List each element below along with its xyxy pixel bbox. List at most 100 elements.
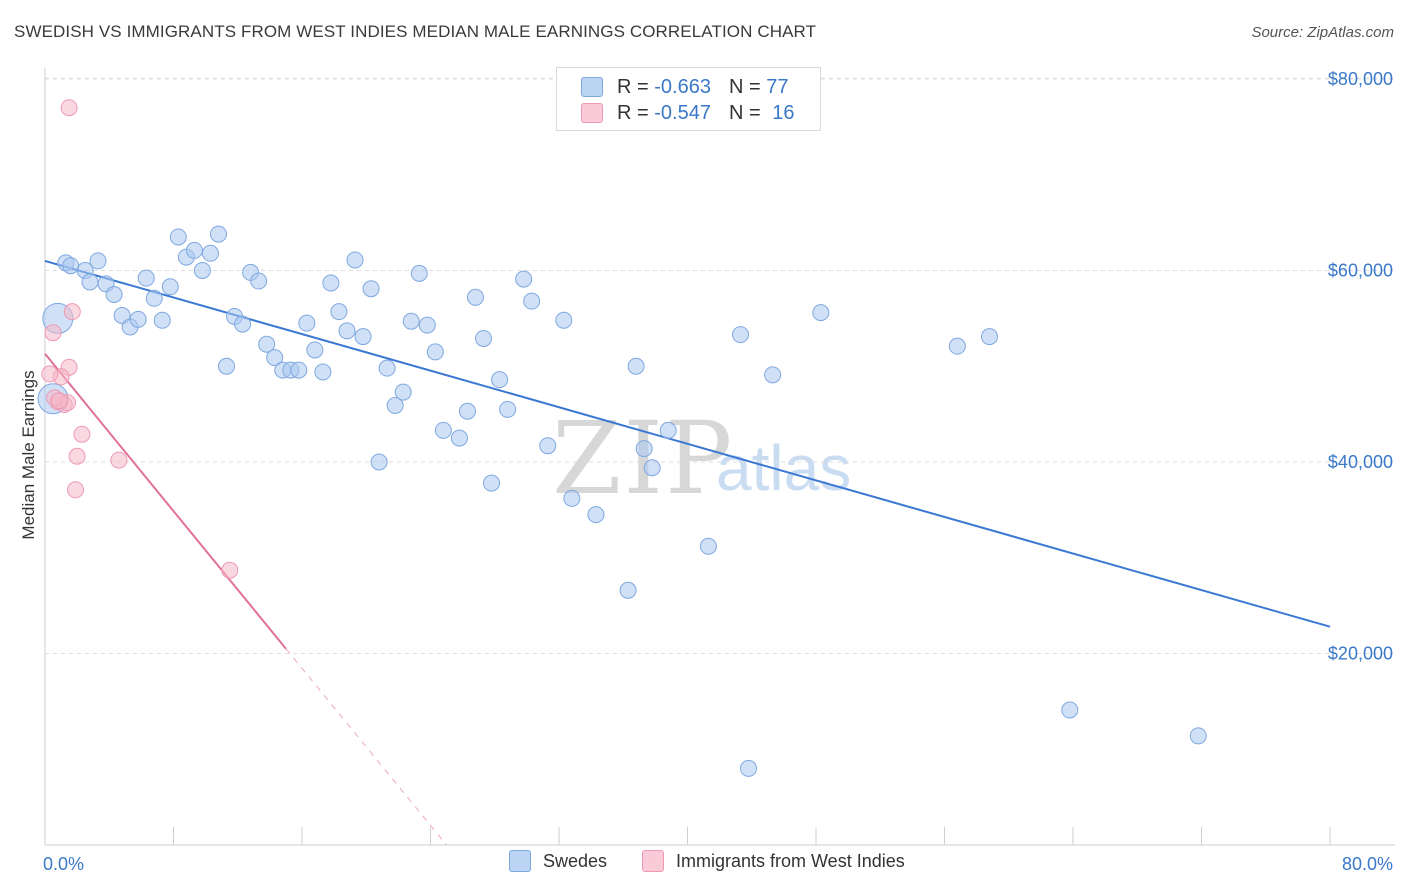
watermark: ZIP atlas: [552, 400, 851, 517]
point-swedes: [483, 474, 501, 492]
r-value-swedes: -0.663: [654, 75, 711, 98]
y-tick-labels: $20,000 $40,000 $60,000 $80,000: [1328, 69, 1393, 664]
legend-row-swedes: R = -0.663 N = 77: [581, 75, 788, 99]
point-swedes: [475, 329, 493, 347]
point-swedes: [499, 400, 517, 418]
point-swedes: [539, 437, 557, 455]
legend-label-swedes: Swedes: [543, 850, 608, 871]
x-tick-label-max: 80.0%: [1342, 854, 1393, 874]
point-west-indies: [44, 324, 62, 342]
y-tick-label: $20,000: [1328, 644, 1393, 664]
point-swedes: [426, 343, 444, 361]
source-credit: Source: ZipAtlas.com: [1251, 24, 1394, 41]
r-label: R =: [617, 75, 655, 98]
point-swedes: [362, 280, 380, 298]
point-swedes: [386, 397, 404, 415]
point-swedes: [258, 335, 276, 353]
point-swedes: [161, 278, 179, 296]
point-swedes: [491, 371, 509, 389]
point-swedes: [394, 383, 412, 401]
point-swedes: [298, 314, 316, 332]
point-swedes: [169, 228, 187, 246]
point-swedes: [466, 288, 484, 306]
n-label: N =: [728, 75, 767, 98]
y-tick-label: $60,000: [1328, 261, 1393, 281]
point-swedes: [290, 361, 308, 379]
point-west-indies: [60, 99, 78, 117]
point-swedes: [218, 357, 236, 375]
point-swedes: [354, 328, 372, 346]
point-swedes: [980, 328, 998, 346]
r-value-west-indies: -0.547: [654, 101, 711, 124]
point-swedes: [201, 244, 219, 262]
point-swedes: [378, 359, 396, 377]
y-axis-title: Median Male Earnings: [19, 370, 38, 539]
watermark-atlas: atlas: [716, 432, 851, 504]
point-swedes: [450, 429, 468, 447]
point-swedes: [515, 270, 533, 288]
x-tick-label-min: 0.0%: [43, 854, 84, 874]
swatch-west-indies: [581, 103, 603, 123]
point-swedes: [1189, 727, 1207, 745]
trend-line-west-indies: [44, 353, 287, 650]
legend-swatch-swedes: [509, 850, 531, 872]
point-swedes: [410, 264, 428, 282]
n-value-swedes: 77: [766, 75, 789, 98]
point-swedes: [699, 537, 717, 555]
swatch-swedes: [581, 77, 603, 97]
point-swedes: [266, 349, 284, 367]
point-west-indies: [41, 365, 59, 383]
point-swedes: [346, 251, 364, 269]
trend-line-west-indies-extension: [285, 648, 447, 846]
point-swedes: [81, 273, 99, 291]
legend-label-west-indies: Immigrants from West Indies: [676, 850, 905, 871]
point-swedes: [732, 326, 750, 344]
y-tick-label: $40,000: [1328, 452, 1393, 472]
n-value-west-indies: 16: [772, 101, 795, 124]
legend-swatch-west-indies: [642, 850, 664, 872]
point-swedes: [627, 357, 645, 375]
point-swedes: [587, 506, 605, 524]
point-swedes: [185, 241, 203, 259]
point-swedes: [1061, 701, 1079, 719]
point-swedes: [812, 304, 830, 322]
legend-item-swedes: Swedes: [509, 850, 607, 872]
series-legend: Swedes Immigrants from West Indies: [0, 850, 1406, 878]
point-swedes: [250, 272, 268, 290]
point-swedes: [105, 285, 123, 303]
point-swedes: [418, 316, 436, 334]
stats-legend: R = -0.663 N = 77 R = -0.547 N = 16: [556, 67, 821, 131]
r-label: R =: [617, 101, 655, 124]
point-swedes: [555, 311, 573, 329]
point-swedes: [62, 257, 80, 275]
point-west-indies: [221, 561, 239, 579]
x-ticks: [44, 827, 1331, 845]
point-swedes: [740, 759, 758, 777]
point-west-indies: [50, 392, 68, 410]
point-swedes: [523, 292, 541, 310]
watermark-zip: ZIP: [552, 400, 734, 517]
series-west-indies: [41, 99, 239, 579]
point-swedes: [434, 421, 452, 439]
point-swedes: [330, 303, 348, 321]
point-swedes: [643, 459, 661, 477]
n-label: N =: [728, 101, 767, 124]
point-swedes: [137, 269, 155, 287]
point-swedes: [458, 402, 476, 420]
point-swedes: [113, 307, 131, 325]
trend-line-swedes: [44, 259, 1331, 628]
point-swedes: [402, 312, 420, 330]
point-swedes: [635, 440, 653, 458]
point-swedes: [193, 262, 211, 279]
point-swedes: [129, 310, 147, 328]
point-west-indies: [73, 425, 91, 443]
point-swedes: [306, 341, 324, 359]
point-swedes: [619, 581, 637, 599]
point-swedes: [209, 225, 227, 243]
point-west-indies: [68, 447, 86, 465]
point-west-indies: [67, 481, 85, 499]
point-swedes: [659, 421, 677, 439]
chart-title: SWEDISH VS IMMIGRANTS FROM WEST INDIES M…: [14, 22, 817, 41]
y-tick-label: $80,000: [1328, 69, 1393, 89]
